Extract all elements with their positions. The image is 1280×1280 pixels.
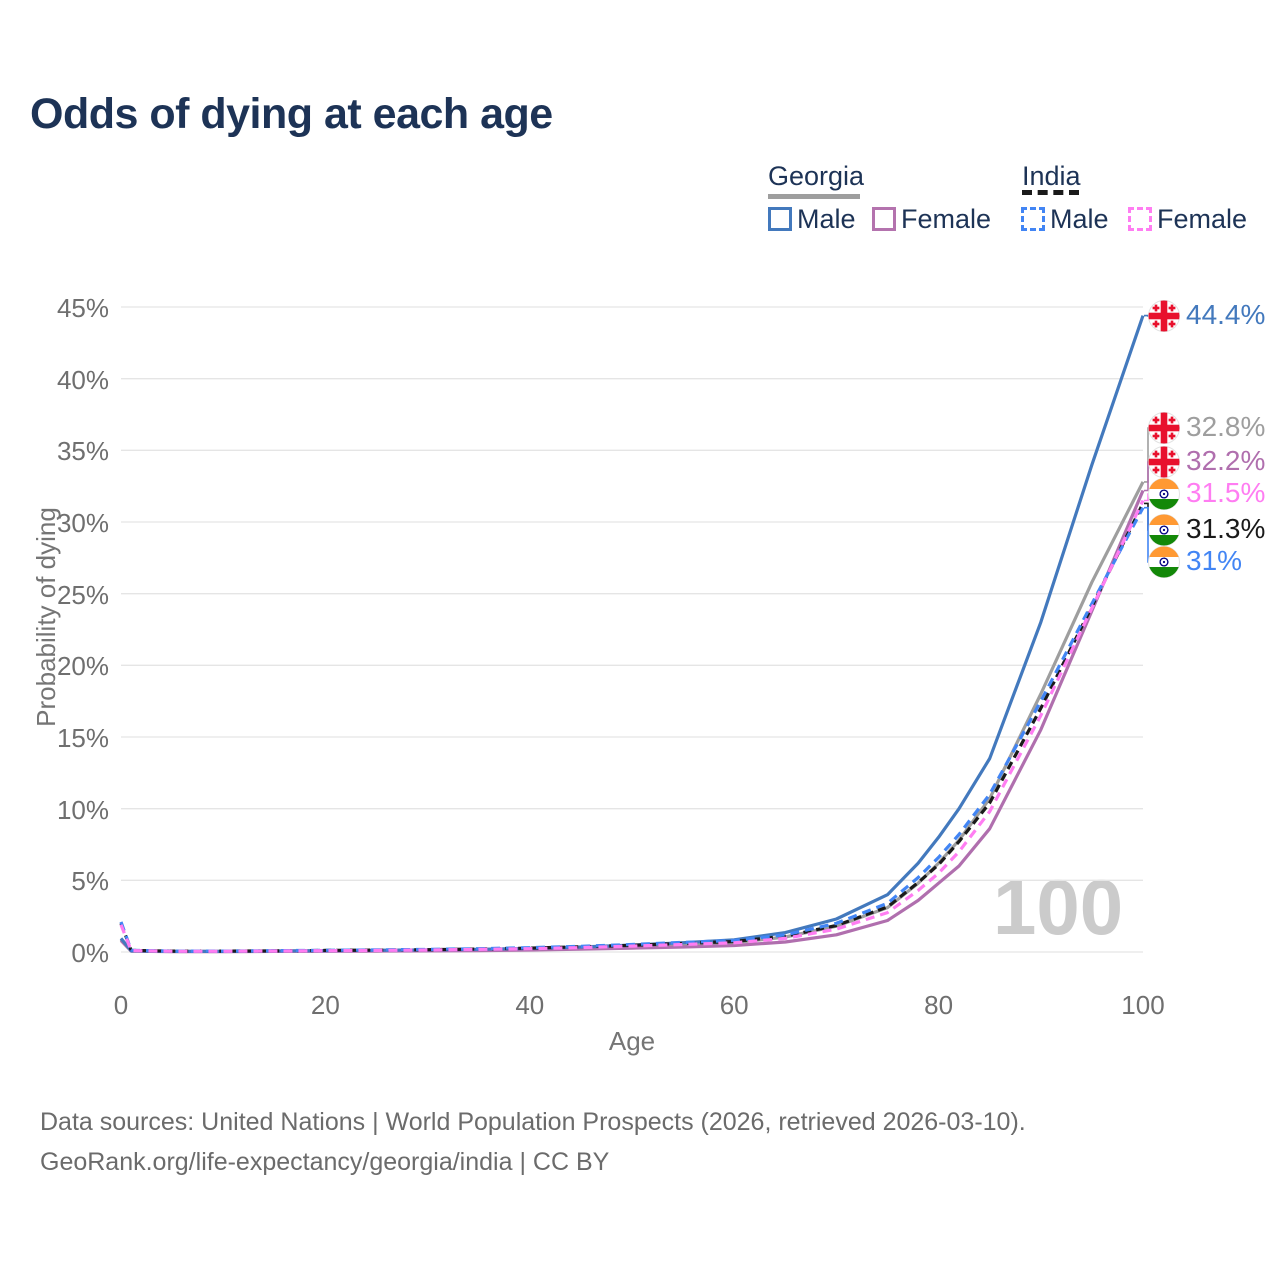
legend-label-georgia-male[interactable]: Male bbox=[797, 204, 856, 234]
y-tick-label-35: 35% bbox=[56, 436, 109, 467]
series-line-india-female[interactable] bbox=[119, 499, 1145, 953]
series-line-india-male[interactable] bbox=[119, 506, 1145, 953]
india-flag-icon bbox=[1148, 514, 1180, 546]
legend-group-georgia-header: Georgia bbox=[768, 161, 865, 191]
y-tick-label-30: 30% bbox=[56, 508, 109, 538]
footer-attribution: GeoRank.org/life-expectancy/georgia/indi… bbox=[40, 1148, 610, 1176]
india-flag-icon bbox=[1148, 478, 1180, 510]
x-tick-label-80: 80 bbox=[924, 990, 954, 1020]
legend-group-india-header: India bbox=[1022, 161, 1081, 191]
y-tick-label-45: 45% bbox=[56, 293, 109, 323]
x-tick-label-60: 60 bbox=[719, 990, 749, 1020]
end-label-georgia-total: 32.8% bbox=[1186, 411, 1266, 442]
y-tick-label-25: 25% bbox=[56, 579, 109, 610]
watermark-age-100: 100 bbox=[993, 863, 1124, 951]
x-tick-label-40: 40 bbox=[515, 990, 545, 1020]
end-label-georgia-male: 44.4% bbox=[1186, 299, 1266, 330]
y-tick-label-40: 40% bbox=[56, 364, 109, 395]
end-label-georgia-female: 32.2% bbox=[1186, 445, 1266, 476]
footer-data-sources: Data sources: United Nations | World Pop… bbox=[40, 1108, 1026, 1136]
legend-swatch-georgia-female[interactable] bbox=[872, 207, 896, 231]
series-line-georgia-female[interactable] bbox=[119, 489, 1145, 954]
x-tick-label-100: 100 bbox=[1121, 990, 1165, 1020]
legend-label-georgia-female[interactable]: Female bbox=[901, 204, 992, 234]
y-tick-label-20: 20% bbox=[56, 651, 109, 682]
legend-swatch-georgia-male[interactable] bbox=[768, 207, 792, 231]
page-title: Odds of dying at each age bbox=[30, 90, 553, 138]
georgia-flag-icon bbox=[1148, 446, 1180, 478]
end-label-india-total: 31.3% bbox=[1186, 513, 1266, 544]
india-flag-icon bbox=[1148, 546, 1180, 578]
end-label-india-male: 31% bbox=[1186, 545, 1243, 576]
y-tick-label-0: 0% bbox=[71, 938, 109, 968]
legend-label-india-male[interactable]: Male bbox=[1050, 204, 1109, 234]
x-tick-label-20: 20 bbox=[310, 990, 340, 1020]
legend-georgia-line-sample bbox=[768, 194, 860, 199]
georgia-flag-icon bbox=[1148, 412, 1180, 444]
legend-swatch-india-female[interactable] bbox=[1128, 207, 1152, 231]
series-line-georgia-male[interactable] bbox=[119, 315, 1145, 953]
x-tick-label-0: 0 bbox=[113, 990, 129, 1020]
legend-india-line-sample bbox=[1022, 190, 1079, 195]
legend-label-india-female[interactable]: Female bbox=[1157, 204, 1248, 234]
y-tick-label-5: 5% bbox=[71, 866, 109, 897]
georgia-flag-icon bbox=[1148, 300, 1180, 332]
x-axis-title: Age bbox=[608, 1026, 656, 1056]
end-label-india-female: 31.5% bbox=[1186, 477, 1266, 508]
series-line-india-total[interactable] bbox=[119, 502, 1145, 953]
y-tick-label-10: 10% bbox=[56, 794, 109, 825]
y-tick-label-15: 15% bbox=[56, 723, 109, 753]
legend-swatch-india-male[interactable] bbox=[1021, 207, 1045, 231]
